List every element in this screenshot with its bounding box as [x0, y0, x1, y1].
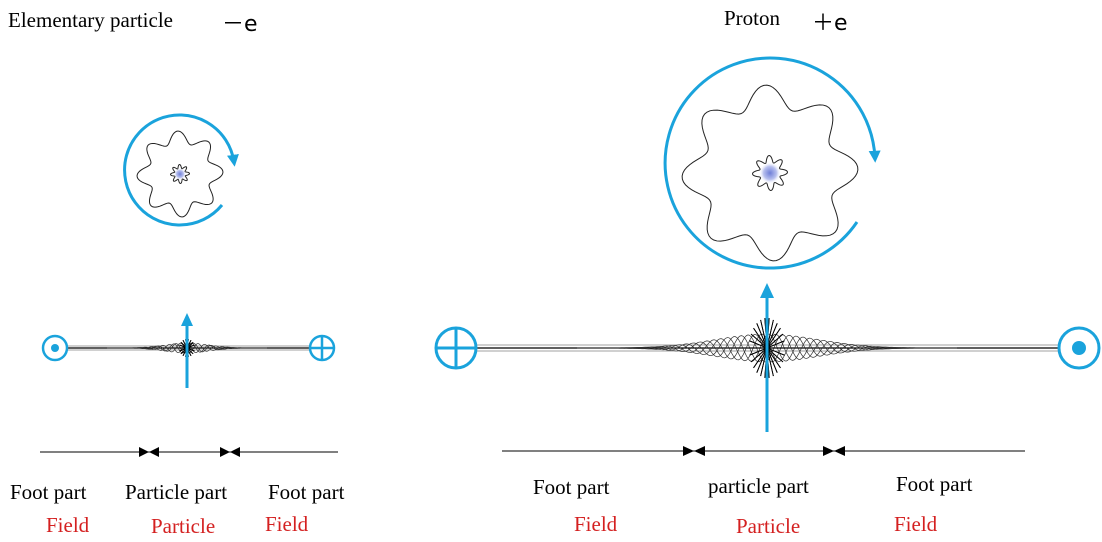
electron-outer-wave [136, 130, 224, 218]
proton-particle-part-label: particle part [708, 474, 809, 498]
proton-spin-arrow [663, 56, 881, 270]
proton-foot-left-label: Foot part [533, 475, 610, 499]
proton-inner-wave [752, 155, 788, 191]
electron-foot-left-label: Foot part [10, 480, 87, 504]
proton-outer-wave [681, 84, 859, 262]
proton-title: Proton [724, 6, 781, 30]
proton-field-left-label: Field [574, 512, 618, 536]
proton-spin-axis-arrowhead [760, 283, 774, 298]
proton-field-right-label: Field [894, 512, 938, 536]
electron-title: Elementary particle [8, 8, 173, 32]
proton-core [759, 162, 781, 184]
electron-foot-right-label: Foot part [268, 480, 345, 504]
electron-particle-part-label: Particle part [125, 480, 228, 504]
electron-charge: －e [222, 12, 258, 37]
proton-foot-right-label: Foot part [896, 472, 973, 496]
electron-side-view [41, 313, 336, 388]
proton-side-view [434, 283, 1101, 432]
electron-particle-label: Particle [151, 514, 216, 538]
electron-field-right-label: Field [265, 512, 309, 536]
electron-field-left-label: Field [46, 513, 90, 537]
electron-spin-arrow [123, 113, 239, 227]
proton-scale-bar [502, 446, 1025, 456]
electron-spin-axis-arrowhead [181, 313, 193, 326]
electron-top-view [123, 113, 239, 227]
proton-particle-label: Particle [736, 514, 801, 538]
proton-charge: ＋e [812, 11, 848, 36]
electron-core [174, 168, 186, 180]
electron-scale-bar [40, 447, 338, 457]
proton-top-view [663, 56, 881, 270]
